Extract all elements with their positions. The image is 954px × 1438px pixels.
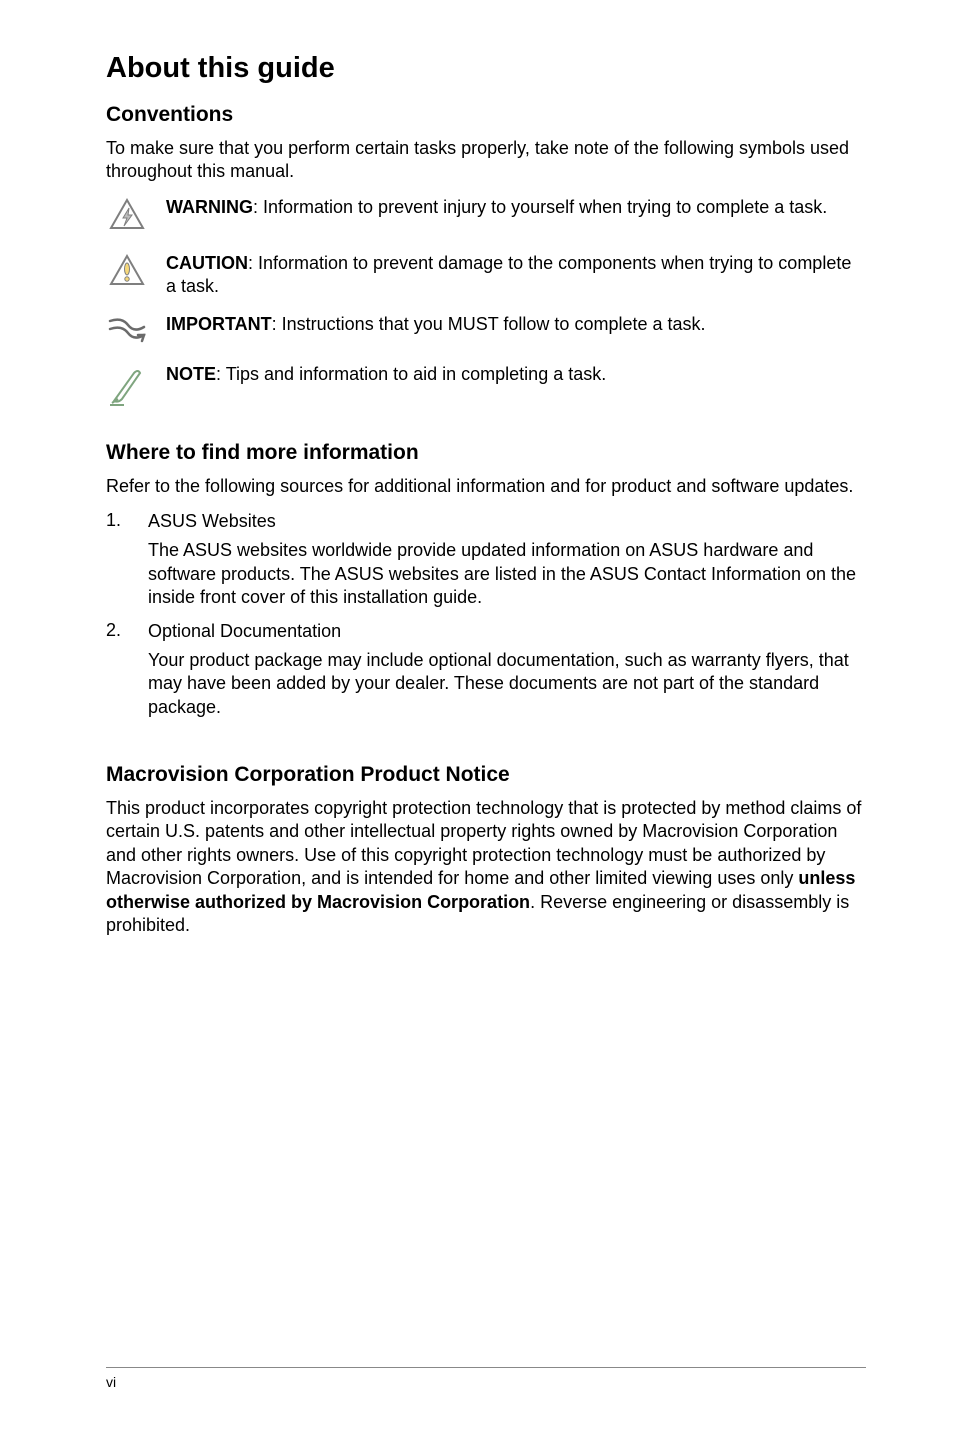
- note-body: : Tips and information to aid in complet…: [216, 364, 606, 384]
- lightning-icon: [106, 196, 148, 238]
- note-label: WARNING: [166, 197, 253, 217]
- conventions-intro: To make sure that you perform certain ta…: [106, 137, 866, 184]
- note-text-note: NOTE: Tips and information to aid in com…: [166, 363, 866, 386]
- page-number: vi: [106, 1374, 866, 1390]
- important-icon: [106, 313, 148, 349]
- moreinfo-list: ASUS Websites The ASUS websites worldwid…: [106, 510, 866, 719]
- caution-icon: [106, 252, 148, 294]
- note-text-caution: CAUTION: Information to prevent damage t…: [166, 252, 866, 299]
- note-label: CAUTION: [166, 253, 248, 273]
- note-text-warning: WARNING: Information to prevent injury t…: [166, 196, 866, 219]
- note-row-note: NOTE: Tips and information to aid in com…: [106, 363, 866, 407]
- note-body: : Information to prevent damage to the c…: [166, 253, 851, 296]
- macrovision-pre: This product incorporates copyright prot…: [106, 798, 861, 888]
- note-label: NOTE: [166, 364, 216, 384]
- conventions-heading: Conventions: [106, 103, 866, 127]
- note-row-warning: WARNING: Information to prevent injury t…: [106, 196, 866, 238]
- note-row-important: IMPORTANT: Instructions that you MUST fo…: [106, 313, 866, 349]
- moreinfo-heading: Where to find more information: [106, 441, 866, 465]
- list-item-body: The ASUS websites worldwide provide upda…: [148, 539, 866, 609]
- note-text-important: IMPORTANT: Instructions that you MUST fo…: [166, 313, 866, 336]
- macrovision-heading: Macrovision Corporation Product Notice: [106, 763, 866, 787]
- macrovision-body: This product incorporates copyright prot…: [106, 797, 866, 937]
- list-item: ASUS Websites The ASUS websites worldwid…: [106, 510, 866, 610]
- footer-rule: [106, 1367, 866, 1368]
- note-icon: [106, 363, 148, 407]
- page-footer: vi: [106, 1367, 866, 1390]
- note-body: : Instructions that you MUST follow to c…: [272, 314, 706, 334]
- list-item: Optional Documentation Your product pack…: [106, 620, 866, 720]
- list-item-title: Optional Documentation: [148, 620, 866, 643]
- moreinfo-intro: Refer to the following sources for addit…: [106, 475, 866, 498]
- list-item-body: Your product package may include optiona…: [148, 649, 866, 719]
- page-title: About this guide: [106, 52, 866, 85]
- note-row-caution: CAUTION: Information to prevent damage t…: [106, 252, 866, 299]
- note-body: : Information to prevent injury to yours…: [253, 197, 827, 217]
- note-label: IMPORTANT: [166, 314, 272, 334]
- list-item-title: ASUS Websites: [148, 510, 866, 533]
